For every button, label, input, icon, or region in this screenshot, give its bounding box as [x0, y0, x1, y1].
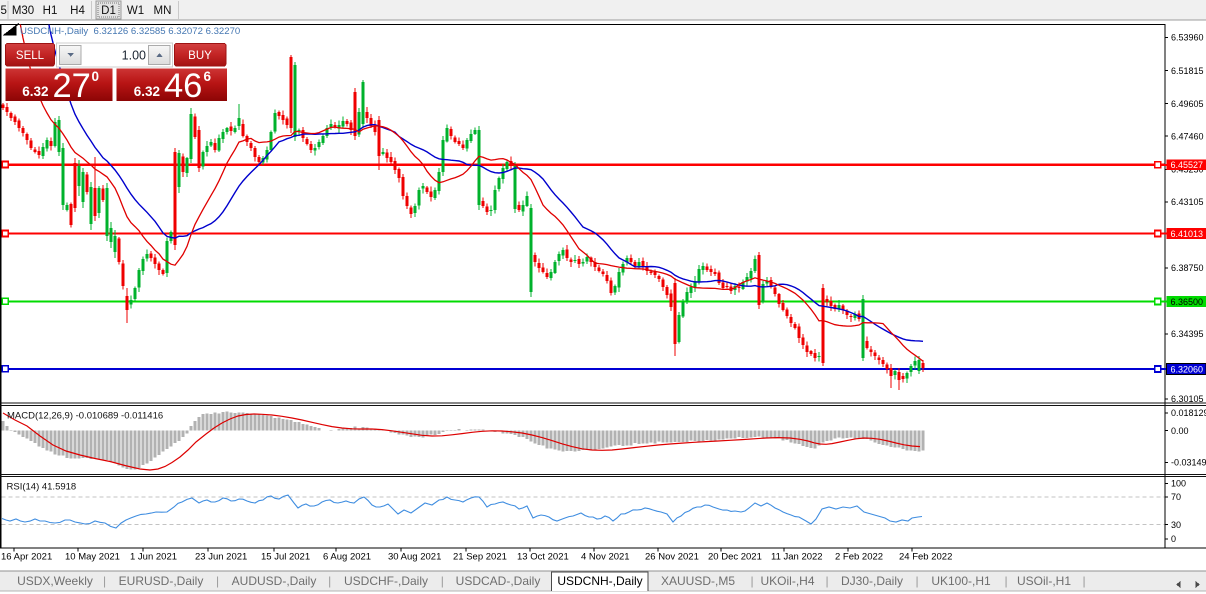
svg-text:UK100-,H1: UK100-,H1: [931, 574, 991, 588]
svg-text:4 Nov 2021: 4 Nov 2021: [581, 552, 630, 563]
svg-text:6.34395: 6.34395: [1171, 329, 1204, 339]
svg-text:XAUUSD-,M5: XAUUSD-,M5: [661, 574, 735, 588]
svg-text:100: 100: [1171, 479, 1186, 489]
svg-text:|: |: [825, 574, 828, 588]
svg-text:6.32: 6.32: [134, 84, 160, 99]
svg-text:11 Jan 2022: 11 Jan 2022: [771, 552, 823, 563]
svg-text:70: 70: [1171, 492, 1181, 502]
svg-text:1 Jun 2021: 1 Jun 2021: [130, 552, 177, 563]
svg-text:UKOil-,H4: UKOil-,H4: [760, 574, 814, 588]
svg-text:SELL: SELL: [16, 50, 45, 62]
svg-text:6.47460: 6.47460: [1171, 131, 1204, 141]
svg-text:6.36500: 6.36500: [1171, 297, 1204, 307]
svg-text:H4: H4: [70, 5, 85, 17]
svg-text:46: 46: [164, 67, 202, 105]
svg-text:|: |: [1004, 574, 1007, 588]
svg-text:0.018129: 0.018129: [1171, 408, 1206, 418]
svg-text:0: 0: [1171, 534, 1176, 544]
svg-text:15 Jul 2021: 15 Jul 2021: [261, 552, 310, 563]
svg-text:6.41013: 6.41013: [1171, 229, 1204, 239]
svg-text:6.30105: 6.30105: [1171, 394, 1204, 404]
svg-text:16 Apr 2021: 16 Apr 2021: [1, 552, 52, 563]
svg-text:23 Jun 2021: 23 Jun 2021: [195, 552, 247, 563]
svg-text:13 Oct 2021: 13 Oct 2021: [517, 552, 569, 563]
svg-text:USOil-,H1: USOil-,H1: [1017, 574, 1071, 588]
svg-text:6.45527: 6.45527: [1171, 160, 1204, 170]
svg-text:2 Feb 2022: 2 Feb 2022: [835, 552, 883, 563]
svg-text:20 Dec 2021: 20 Dec 2021: [708, 552, 762, 563]
svg-text:30: 30: [1171, 520, 1181, 530]
svg-text:RSI(14) 41.5918: RSI(14) 41.5918: [7, 482, 77, 493]
svg-text:|: |: [1082, 574, 1085, 588]
svg-text:M30: M30: [12, 5, 34, 17]
svg-text:USDCHF-,Daily: USDCHF-,Daily: [344, 574, 428, 588]
svg-text:MACD(12,26,9) -0.010689 -0.011: MACD(12,26,9) -0.010689 -0.011416: [7, 410, 163, 421]
svg-text:USDCAD-,Daily: USDCAD-,Daily: [456, 574, 541, 588]
svg-text:6.49605: 6.49605: [1171, 99, 1204, 109]
svg-text:|: |: [328, 574, 331, 588]
svg-text:5: 5: [1, 5, 7, 17]
svg-text:6.51815: 6.51815: [1171, 66, 1204, 76]
svg-text:10 May 2021: 10 May 2021: [65, 552, 120, 563]
svg-text:BUY: BUY: [188, 50, 212, 62]
svg-text:AUDUSD-,Daily: AUDUSD-,Daily: [232, 574, 317, 588]
svg-text:EURUSD-,Daily: EURUSD-,Daily: [119, 574, 204, 588]
svg-text:6: 6: [204, 69, 212, 84]
svg-text:|: |: [441, 574, 444, 588]
svg-text:MN: MN: [154, 5, 172, 17]
svg-text:W1: W1: [127, 5, 144, 17]
svg-text:6.32060: 6.32060: [1171, 364, 1204, 374]
svg-text:|: |: [103, 574, 106, 588]
svg-text:6.38750: 6.38750: [1171, 263, 1204, 273]
svg-text:|: |: [216, 574, 219, 588]
svg-text:H1: H1: [43, 5, 58, 17]
svg-text:-0.03149: -0.03149: [1171, 458, 1206, 468]
svg-text:D1: D1: [101, 5, 116, 17]
svg-text:6.43105: 6.43105: [1171, 197, 1204, 207]
svg-text:1.00: 1.00: [122, 49, 146, 63]
svg-text:6.53960: 6.53960: [1171, 33, 1204, 43]
svg-text:USDCNH-,Daily 6.32126 6.32585: USDCNH-,Daily 6.32126 6.32585 6.32072 6.…: [20, 26, 240, 37]
svg-text:21 Sep 2021: 21 Sep 2021: [453, 552, 507, 563]
svg-text:27: 27: [53, 67, 91, 105]
svg-text:26 Nov 2021: 26 Nov 2021: [645, 552, 699, 563]
svg-text:30 Aug 2021: 30 Aug 2021: [388, 552, 441, 563]
svg-text:0: 0: [92, 69, 100, 84]
svg-text:24 Feb 2022: 24 Feb 2022: [899, 552, 952, 563]
svg-text:6.32: 6.32: [22, 84, 48, 99]
svg-text:|: |: [750, 574, 753, 588]
svg-text:0.00: 0.00: [1171, 426, 1189, 436]
svg-text:USDCNH-,Daily: USDCNH-,Daily: [557, 574, 642, 588]
svg-text:USDX,Weekly: USDX,Weekly: [17, 574, 93, 588]
svg-text:6 Aug 2021: 6 Aug 2021: [323, 552, 371, 563]
svg-text:DJ30-,Daily: DJ30-,Daily: [841, 574, 903, 588]
svg-text:|: |: [915, 574, 918, 588]
